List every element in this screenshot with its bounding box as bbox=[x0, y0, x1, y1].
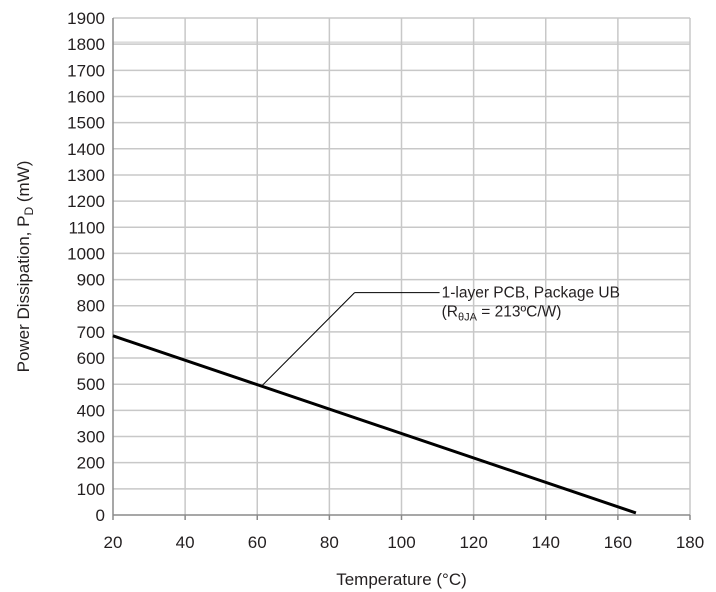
annotation-rtheta-prefix: (R bbox=[442, 304, 458, 321]
x-tick-label: 100 bbox=[387, 533, 415, 552]
y-tick-label: 1100 bbox=[68, 218, 105, 237]
annotation-label-line2: (RθJA = 213ºC/W) bbox=[442, 304, 562, 324]
y-tick-label: 700 bbox=[77, 323, 105, 342]
x-axis-title: Temperature (°C) bbox=[336, 570, 467, 589]
series-line bbox=[112, 334, 637, 515]
x-tick-label: 180 bbox=[676, 533, 704, 552]
y-axis-title-main: Power Dissipation, P bbox=[14, 216, 33, 373]
y-axis-title-subscript: D bbox=[22, 207, 36, 216]
y-tick-label: 1400 bbox=[67, 140, 105, 159]
x-tick-label: 160 bbox=[604, 533, 632, 552]
x-tick-label: 120 bbox=[459, 533, 487, 552]
y-tick-label: 1500 bbox=[67, 114, 105, 133]
y-tick-label: 500 bbox=[77, 375, 105, 394]
axis-titles: Temperature (°C) Power Dissipation, PD (… bbox=[14, 161, 467, 589]
y-tick-label: 1200 bbox=[67, 192, 105, 211]
y-tick-label: 800 bbox=[77, 297, 105, 316]
y-tick-label: 1900 bbox=[67, 9, 105, 28]
annotation-rtheta-subscript: θJA bbox=[458, 312, 478, 324]
x-tick-label: 20 bbox=[104, 533, 123, 552]
axes-layer: 0 100 200 300 400 500 600 700 800 900 1000 1100 1200… bbox=[67, 9, 704, 552]
y-tick-label: 200 bbox=[77, 454, 105, 473]
y-tick-label: 1800 bbox=[67, 35, 105, 54]
y-axis-title: Power Dissipation, PD (mW) bbox=[14, 161, 36, 373]
y-tick-label: 300 bbox=[77, 428, 105, 447]
y-tick-label: 100 bbox=[77, 480, 105, 499]
series-layer bbox=[112, 334, 637, 515]
x-tick-label: 140 bbox=[532, 533, 560, 552]
y-tick-label: 1600 bbox=[67, 87, 105, 106]
y-tick-label: 1300 bbox=[67, 166, 105, 185]
annotation-layer: 1-layer PCB, Package UB (RθJA = 213ºC/W) bbox=[260, 285, 620, 388]
x-tick-label: 40 bbox=[176, 533, 195, 552]
y-tick-label: 1700 bbox=[67, 61, 105, 80]
x-tick-label: 80 bbox=[320, 533, 339, 552]
annotation-rtheta-value: = 213ºC/W) bbox=[477, 304, 561, 321]
y-tick-label: 600 bbox=[77, 349, 105, 368]
y-tick-label: 900 bbox=[77, 271, 105, 290]
y-tick-label: 0 bbox=[96, 506, 105, 525]
x-tick-label: 60 bbox=[248, 533, 267, 552]
annotation-label-line1: 1-layer PCB, Package UB bbox=[442, 285, 620, 302]
annotation-pointer-line bbox=[260, 292, 355, 388]
y-axis-title-unit: (mW) bbox=[14, 161, 33, 207]
y-tick-label: 1000 bbox=[67, 244, 105, 263]
y-tick-label: 400 bbox=[77, 401, 105, 420]
grid-layer bbox=[113, 17, 691, 515]
